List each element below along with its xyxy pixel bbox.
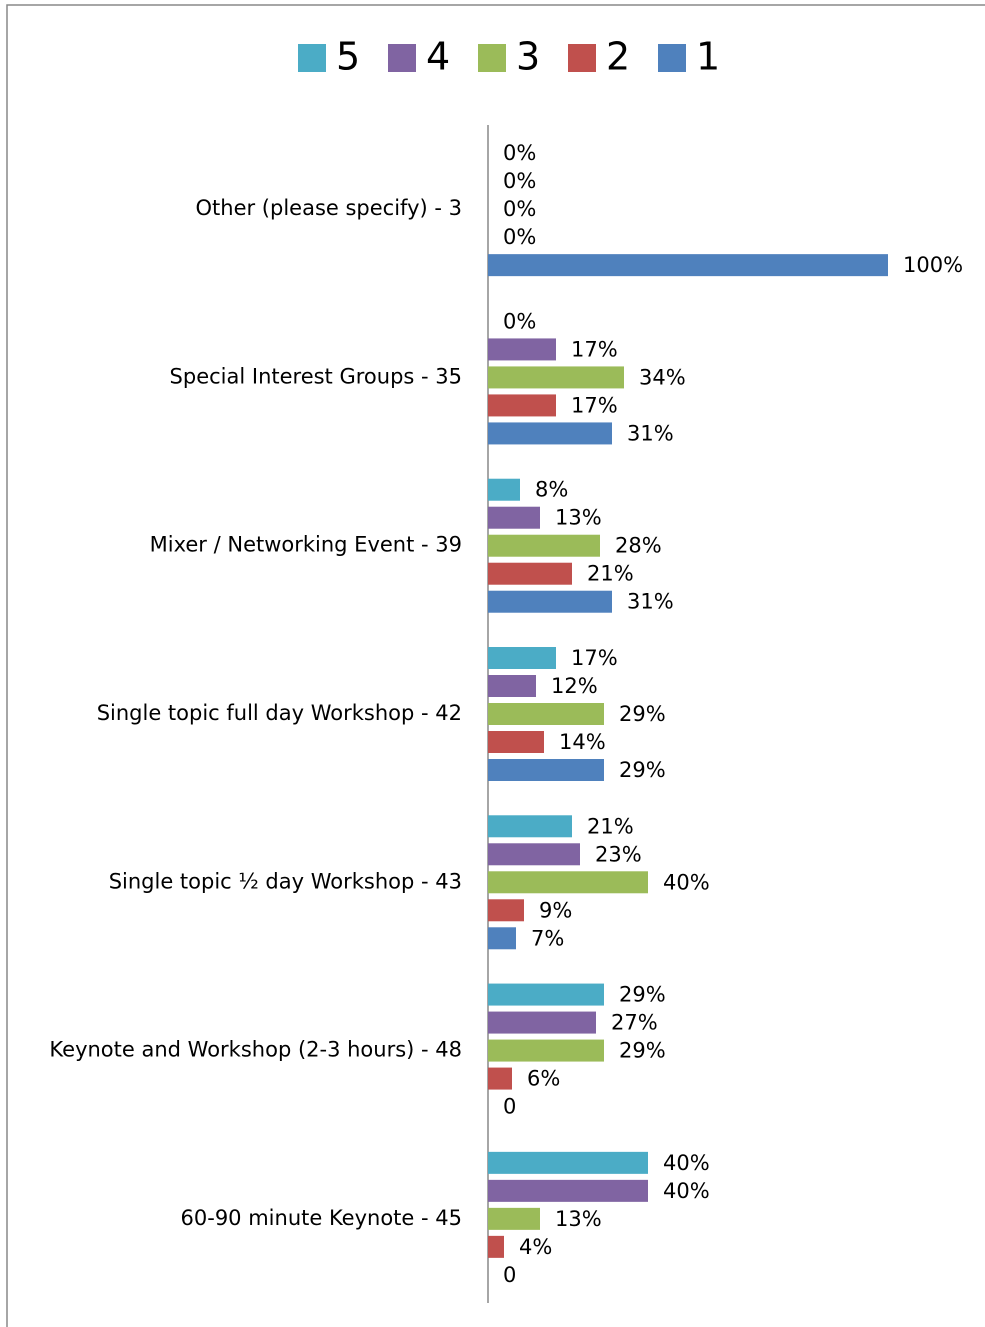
bar xyxy=(488,731,544,753)
value-label: 12% xyxy=(551,674,598,698)
chart-frame xyxy=(6,4,985,1327)
value-label: 29% xyxy=(619,702,666,726)
bar xyxy=(488,1179,648,1202)
value-label: 0% xyxy=(503,225,536,249)
bar xyxy=(488,1039,604,1062)
value-label: 6% xyxy=(527,1067,560,1091)
value-label: 29% xyxy=(619,983,666,1007)
bar xyxy=(488,422,612,445)
value-label: 100% xyxy=(903,253,963,277)
legend-swatch xyxy=(388,44,416,72)
bar xyxy=(488,1011,596,1034)
value-label: 17% xyxy=(571,646,618,670)
value-label: 29% xyxy=(619,758,666,782)
value-label: 0% xyxy=(503,169,536,193)
bar xyxy=(488,338,556,361)
bar xyxy=(488,983,604,1006)
bar xyxy=(488,1151,648,1174)
bar xyxy=(488,899,524,922)
bar xyxy=(488,647,556,669)
bar xyxy=(488,534,600,557)
value-label: 40% xyxy=(663,1151,710,1175)
category-label: Mixer / Networking Event - 39 xyxy=(150,533,462,557)
legend-label: 1 xyxy=(696,35,720,79)
value-label: 0 xyxy=(503,1263,516,1287)
value-label: 29% xyxy=(619,1039,666,1063)
value-label: 0% xyxy=(503,141,536,165)
value-label: 28% xyxy=(615,534,662,558)
value-label: 4% xyxy=(519,1235,552,1259)
legend-label: 4 xyxy=(426,35,450,79)
bar xyxy=(488,703,604,725)
value-label: 13% xyxy=(555,1207,602,1231)
value-label: 0 xyxy=(503,1095,516,1119)
value-label: 0% xyxy=(503,309,536,333)
value-label: 34% xyxy=(639,365,686,389)
value-label: 8% xyxy=(535,478,568,502)
bar xyxy=(488,590,612,613)
value-label: 21% xyxy=(587,814,634,838)
bar xyxy=(488,478,520,501)
value-label: 27% xyxy=(611,1011,658,1035)
category-label: Keynote and Workshop (2-3 hours) - 48 xyxy=(49,1038,462,1062)
legend-swatch xyxy=(478,44,506,72)
legend-swatch xyxy=(568,44,596,72)
value-label: 14% xyxy=(559,730,606,754)
value-label: 40% xyxy=(663,1179,710,1203)
value-label: 9% xyxy=(539,898,572,922)
value-label: 13% xyxy=(555,506,602,530)
value-label: 21% xyxy=(587,562,634,586)
bar xyxy=(488,506,540,529)
category-label: Special Interest Groups - 35 xyxy=(170,364,462,388)
value-label: 23% xyxy=(595,842,642,866)
bar xyxy=(488,1067,512,1090)
bar xyxy=(488,1235,504,1258)
bar xyxy=(488,254,888,277)
value-label: 17% xyxy=(571,393,618,417)
legend-swatch xyxy=(658,44,686,72)
bar xyxy=(488,843,580,866)
bar xyxy=(488,675,536,697)
value-label: 31% xyxy=(627,421,674,445)
legend-label: 2 xyxy=(606,35,630,79)
legend-swatch xyxy=(298,44,326,72)
category-label: Other (please specify) - 3 xyxy=(196,196,463,220)
value-label: 7% xyxy=(531,926,564,950)
value-label: 0% xyxy=(503,197,536,221)
legend-label: 5 xyxy=(336,35,360,79)
category-label: 60-90 minute Keynote - 45 xyxy=(181,1206,462,1230)
legend-label: 3 xyxy=(516,35,540,79)
bar xyxy=(488,759,604,781)
category-label: Single topic ½ day Workshop - 43 xyxy=(109,869,462,893)
bar xyxy=(488,927,516,950)
bar xyxy=(488,366,624,389)
bar xyxy=(488,815,572,838)
bar xyxy=(488,394,556,417)
bar xyxy=(488,562,572,585)
bar xyxy=(488,871,648,894)
category-label: Single topic full day Workshop - 42 xyxy=(97,701,462,725)
value-label: 17% xyxy=(571,337,618,361)
value-label: 40% xyxy=(663,870,710,894)
value-label: 31% xyxy=(627,590,674,614)
bar xyxy=(488,1207,540,1230)
